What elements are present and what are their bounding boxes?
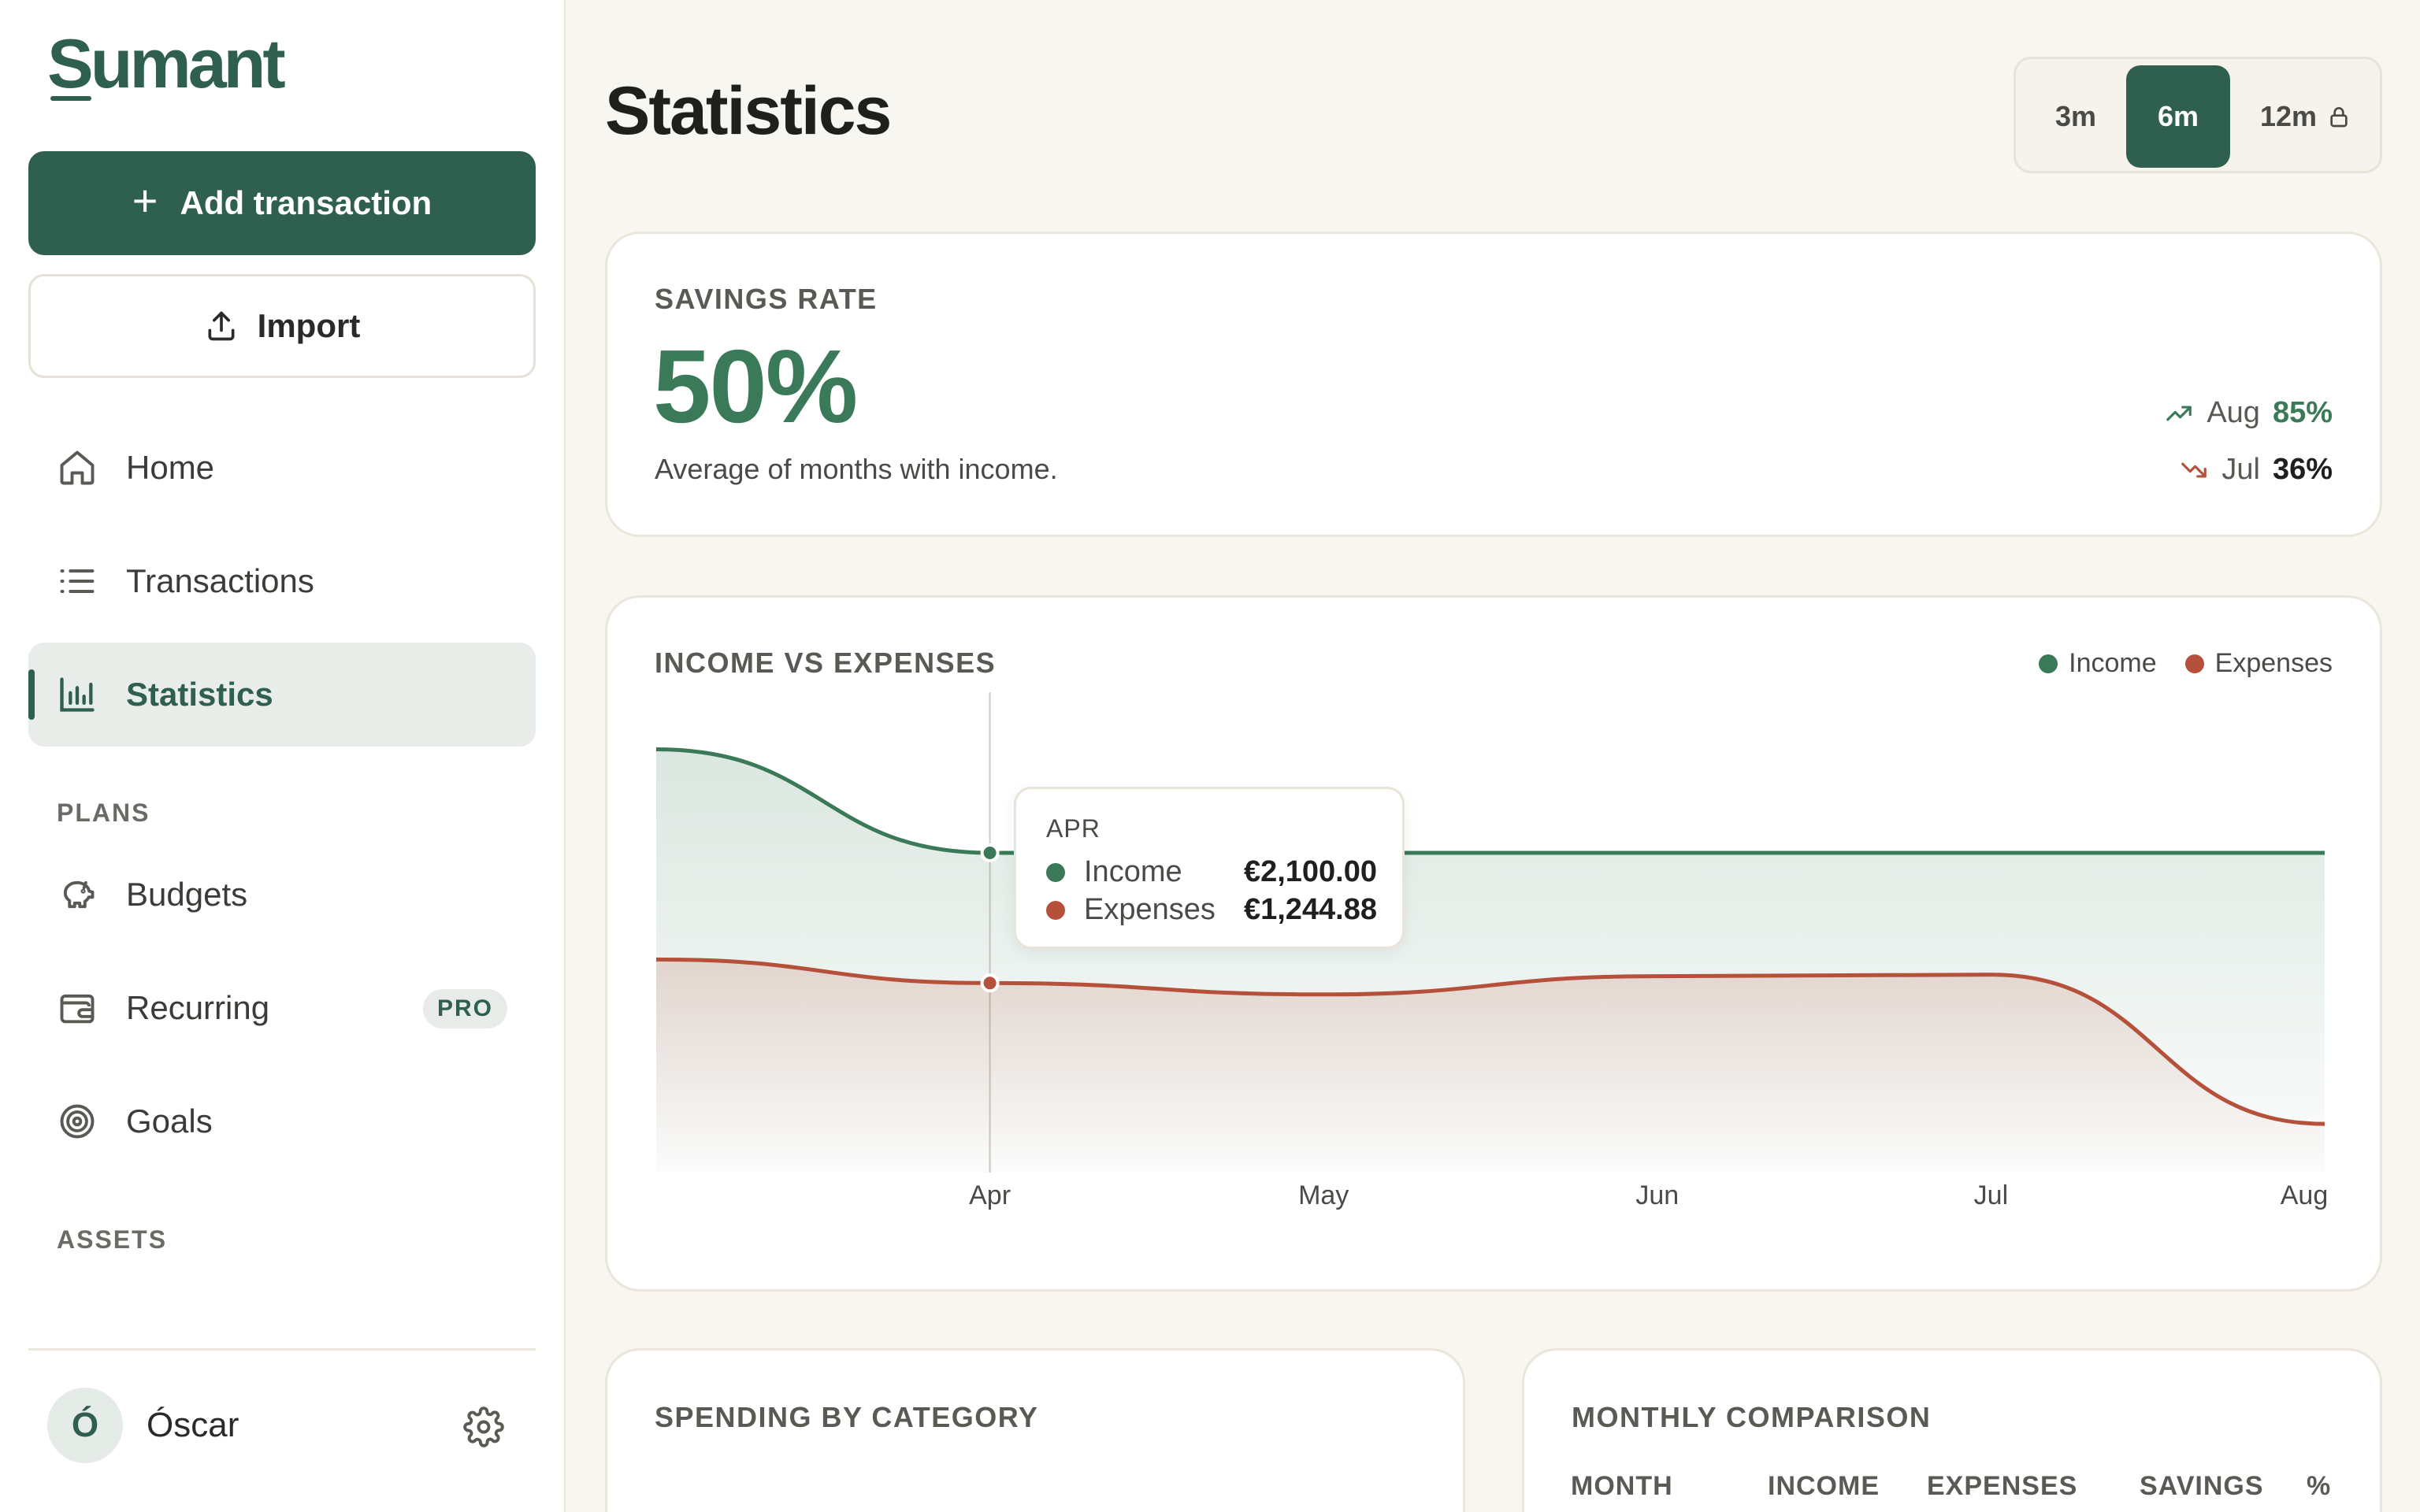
column-header-savings: SAVINGS [2140, 1471, 2264, 1501]
worst-month-row: Jul 36% [2179, 453, 2333, 487]
x-tick-jul: Jul [1973, 1180, 2009, 1210]
x-tick-may: May [1298, 1180, 1349, 1210]
nav-label-recurring: Recurring [126, 989, 270, 1026]
range-12m-label: 12m [2259, 100, 2318, 132]
tooltip-expenses-row: Expenses €1,244.88 [1046, 893, 1377, 927]
worst-month: Jul [2221, 453, 2260, 486]
nav-label-goals: Goals [126, 1102, 213, 1140]
savings-rate-subtitle: Average of months with income. [655, 453, 1058, 485]
import-button[interactable]: Import [28, 274, 536, 378]
income-expenses-chart[interactable] [607, 598, 2385, 1294]
assets-section-label: ASSETS [57, 1225, 168, 1254]
nav-label-statistics: Statistics [126, 676, 273, 713]
import-label: Import [257, 307, 361, 344]
range-3m-label: 3m [2054, 100, 2097, 132]
best-month-row: Aug 85% [2164, 396, 2333, 430]
range-selector: 3m 6m 12m [2014, 57, 2382, 173]
sidebar: Sumant + Add transaction Import Home Tra… [0, 0, 566, 1512]
nav-item-statistics[interactable]: Statistics [28, 643, 536, 747]
nav-label-home: Home [126, 449, 215, 486]
add-transaction-button[interactable]: + Add transaction [28, 151, 536, 255]
nav-label-budgets: Budgets [126, 876, 248, 913]
add-transaction-label: Add transaction [180, 184, 432, 221]
trend-down-icon [2181, 462, 2207, 477]
tooltip-income-dot [1046, 862, 1065, 882]
tooltip-expenses-dot [1046, 900, 1065, 920]
bar-chart-icon [55, 673, 99, 717]
savings-rate-value: 50% [653, 328, 858, 444]
nav-item-recurring[interactable]: Recurring PRO [28, 956, 536, 1060]
legend-expenses-label: Expenses [2214, 648, 2333, 678]
tooltip-income-value: €2,100.00 [1243, 855, 1377, 888]
expenses-area [656, 959, 2325, 1173]
savings-rate-card: SAVINGS RATE 50% Average of months with … [605, 232, 2382, 537]
legend-income-label: Income [2069, 648, 2157, 678]
range-6m-button[interactable]: 6m [2126, 65, 2230, 168]
user-name: Óscar [147, 1406, 239, 1444]
expenses-series-line[interactable] [655, 957, 2325, 1126]
tooltip-month: APR [1046, 814, 1101, 843]
expenses-dot [2184, 654, 2204, 673]
sidebar-divider [28, 1348, 536, 1351]
column-header-month: MONTH [1571, 1471, 1673, 1501]
chart-tooltip: APR Income €2,100.00 Expenses €1,244.88 [1014, 787, 1405, 949]
tooltip-income-row: Income €2,100.00 [1046, 855, 1377, 889]
nav-label-transactions: Transactions [126, 562, 314, 599]
legend-income: Income [2039, 648, 2157, 679]
income-series-line[interactable] [655, 747, 2325, 855]
range-3m-button[interactable]: 3m [2025, 65, 2126, 168]
income-vs-expenses-label: INCOME VS EXPENSES [655, 647, 997, 679]
trend-up-icon [2166, 406, 2192, 421]
pro-badge: PRO [422, 989, 507, 1028]
best-month-value: 85% [2272, 396, 2333, 429]
expenses-hover-point[interactable] [980, 973, 1000, 993]
list-icon [55, 559, 99, 603]
wallet-icon [55, 986, 99, 1030]
best-month: Aug [2207, 396, 2260, 429]
monthly-comparison-label: MONTHLY COMPARISON [1572, 1401, 1932, 1433]
income-hover-point[interactable] [980, 843, 1000, 862]
target-icon [55, 1099, 99, 1143]
nav-item-transactions[interactable]: Transactions [28, 529, 536, 633]
user-row[interactable]: Ó Óscar [28, 1386, 536, 1465]
piggy-bank-icon [55, 873, 99, 917]
monthly-comparison-card: MONTHLY COMPARISON [1522, 1348, 2382, 1512]
nav-item-budgets[interactable]: Budgets [28, 843, 536, 947]
chart-legend: Income Expenses [2039, 648, 2333, 679]
tooltip-income-label: Income [1084, 855, 1182, 888]
legend-expenses: Expenses [2184, 648, 2333, 679]
column-header-income: INCOME [1768, 1471, 1880, 1501]
spending-by-category-label: SPENDING BY CATEGORY [655, 1401, 1039, 1433]
worst-month-value: 36% [2272, 453, 2333, 486]
avatar: Ó [47, 1388, 123, 1463]
page-title: Statistics [605, 73, 892, 149]
x-tick-jun: Jun [1635, 1180, 1680, 1210]
income-dot [2039, 654, 2058, 673]
logo-underline [50, 96, 91, 101]
column-header-expenses: EXPENSES [1927, 1471, 2078, 1501]
spending-by-category-card: SPENDING BY CATEGORY [605, 1348, 1465, 1512]
tooltip-expenses-label: Expenses [1084, 893, 1216, 926]
x-tick-apr: Apr [969, 1180, 1011, 1210]
plans-section-label: PLANS [57, 799, 150, 827]
savings-rate-label: SAVINGS RATE [655, 283, 878, 315]
column-header-percent: % [2307, 1471, 2332, 1501]
lock-icon [2330, 107, 2348, 128]
nav-item-goals[interactable]: Goals [28, 1069, 536, 1173]
income-vs-expenses-card: INCOME VS EXPENSES Income Expenses Apr Ma… [605, 595, 2382, 1292]
app-logo[interactable]: Sumant [47, 24, 286, 102]
gear-icon[interactable] [463, 1406, 504, 1447]
range-6m-label: 6m [2157, 100, 2199, 132]
upload-icon [208, 311, 235, 341]
plus-icon: + [132, 176, 158, 225]
range-12m-button[interactable]: 12m [2236, 65, 2375, 168]
tooltip-expenses-value: €1,244.88 [1243, 893, 1377, 926]
x-tick-aug: Aug [2280, 1180, 2329, 1210]
nav-item-home[interactable]: Home [28, 416, 536, 520]
home-icon [55, 446, 99, 490]
